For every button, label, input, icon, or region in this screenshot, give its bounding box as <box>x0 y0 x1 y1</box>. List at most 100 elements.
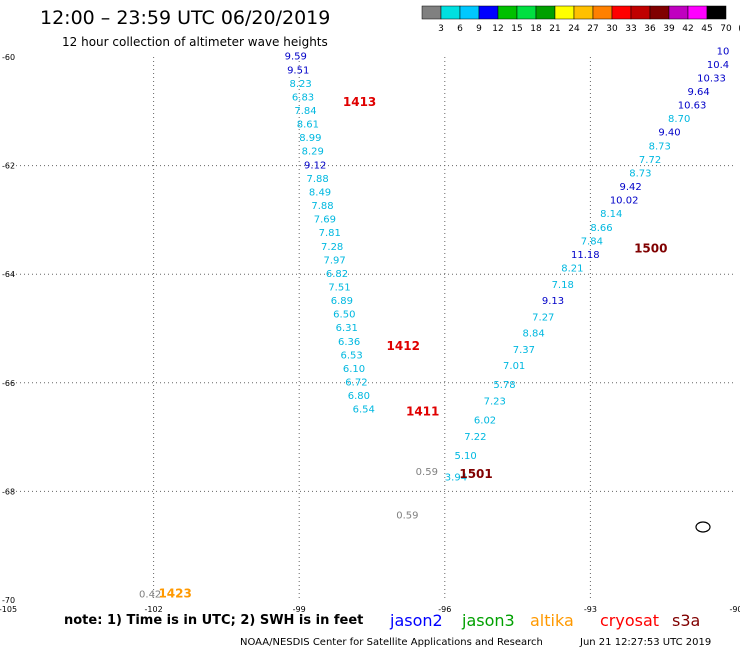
wave-height-label: 6.54 <box>353 405 375 416</box>
colorbar-label: 39 <box>663 24 675 34</box>
wave-height-label: 8.21 <box>561 263 583 274</box>
colorbar-swatch <box>459 5 480 20</box>
wave-height-label: 7.51 <box>328 282 350 293</box>
wave-height-label: 7.97 <box>323 255 345 266</box>
colorbar-label: 45 <box>701 24 712 34</box>
wave-height-label: 0.42 <box>139 589 161 600</box>
wave-height-label: 10.02 <box>610 196 639 207</box>
wave-height-label: 8.70 <box>668 114 690 125</box>
colorbar-label: 33 <box>625 24 636 34</box>
wave-height-label: 0.59 <box>396 511 418 522</box>
wave-height-label: 6.02 <box>474 416 496 427</box>
x-tick-label: -93 <box>584 605 597 614</box>
wave-height-label: 9.13 <box>542 296 564 307</box>
chart-subtitle: 12 hour collection of altimeter wave hei… <box>62 35 328 49</box>
wave-height-label: 6.31 <box>336 323 358 334</box>
wave-height-label: 7.23 <box>484 397 506 408</box>
colorbar-swatch <box>478 5 499 20</box>
legend-altika: altika <box>530 611 574 630</box>
wave-height-label: 7.18 <box>552 280 574 291</box>
wave-height-label: 8.49 <box>309 187 331 198</box>
colorbar-label: 18 <box>530 24 542 34</box>
wave-height-label: 7.01 <box>503 361 525 372</box>
wave-height-label: 8.29 <box>302 147 324 158</box>
wave-height-label: 0.59 <box>416 467 438 478</box>
satellite-legend: jason2 jason3 altika cryosat s3a <box>389 611 700 630</box>
colorbar-swatch <box>706 5 727 20</box>
colorbar-swatch <box>535 5 556 20</box>
wave-height-label: 7.69 <box>314 215 336 226</box>
wave-height-label: 8.14 <box>600 209 622 220</box>
pass-time-label: 1501 <box>459 467 492 481</box>
x-tick-label: -99 <box>293 605 306 614</box>
pass-time-label: 1411 <box>406 404 439 418</box>
wave-height-label: 11.18 <box>571 250 600 261</box>
x-tick-label: -90 <box>729 605 740 614</box>
wave-height-label: 9.40 <box>658 128 680 139</box>
wave-height-label: 5.10 <box>455 451 477 462</box>
y-tick-label: -66 <box>2 379 15 388</box>
wave-height-label: 7.37 <box>513 345 535 356</box>
wave-height-label: 8.99 <box>299 133 321 144</box>
colorbar-label: 36 <box>644 24 656 34</box>
colorbar-swatch <box>649 5 670 20</box>
y-tick-label: -68 <box>2 487 15 496</box>
wave-height-label: 10 <box>717 46 730 57</box>
wave-height-label: 8.73 <box>649 141 671 152</box>
y-tick-label: -62 <box>2 162 15 171</box>
wave-height-label: 6.72 <box>345 378 367 389</box>
legend-cryosat: cryosat <box>600 611 659 630</box>
wave-height-label: 9.12 <box>304 160 326 171</box>
colorbar-label: 70 <box>720 24 732 34</box>
wave-height-label: 7.22 <box>464 432 486 443</box>
colorbar-swatch <box>497 5 518 20</box>
footer-credit: NOAA/NESDIS Center for Satellite Applica… <box>240 637 543 648</box>
colorbar-label: 30 <box>606 24 618 34</box>
y-tick-labels: -60 -62 -64 -66 -68 -70 <box>2 53 15 605</box>
wave-height-label: 7.84 <box>294 106 316 117</box>
colorbar-label: (ft) <box>738 24 740 34</box>
wave-height-label: 7.84 <box>581 236 603 247</box>
footer-timestamp: Jun 21 12:27:53 UTC 2019 <box>579 637 711 648</box>
wave-height-label: 6.36 <box>338 337 360 348</box>
pass-time-label: 1500 <box>634 241 667 255</box>
colorbar-swatch <box>573 5 594 20</box>
colorbar-label: 6 <box>457 24 463 34</box>
colorbar-swatch <box>554 5 575 20</box>
wave-height-label: 8.73 <box>629 168 651 179</box>
colorbar-swatch <box>592 5 613 20</box>
wave-height-label: 9.51 <box>287 65 309 76</box>
island-outline <box>695 521 711 533</box>
legend-jason2: jason2 <box>389 611 443 630</box>
pass-time-labels: 1413 1412 1411 1501 1500 1423 <box>158 95 667 600</box>
wave-height-label: 8.61 <box>297 120 319 131</box>
wave-height-label: 7.81 <box>319 228 341 239</box>
map-grid <box>8 57 736 600</box>
wave-height-label: 10.33 <box>697 73 726 84</box>
wave-height-label: 7.27 <box>532 312 554 323</box>
colorbar-label: 21 <box>549 24 560 34</box>
wave-height-label: 6.82 <box>326 269 348 280</box>
colorbar-swatch <box>668 5 689 20</box>
wave-height-label: 6.80 <box>348 391 370 402</box>
x-tick-labels: -105 -102 -99 -96 -93 -90 <box>0 605 740 614</box>
wave-height-label: 8.84 <box>522 329 544 340</box>
wave-height-label: 8.23 <box>289 79 311 90</box>
wave-height-label: 7.88 <box>311 201 333 212</box>
y-tick-label: -64 <box>2 270 15 279</box>
colorbar-label: 24 <box>568 24 580 34</box>
y-tick-label: -60 <box>2 53 15 62</box>
wave-height-label: 7.72 <box>639 155 661 166</box>
wave-height-label: 9.59 <box>285 52 307 63</box>
x-tick-label: -96 <box>438 605 451 614</box>
pass-time-label: 1413 <box>343 95 376 109</box>
wave-height-label: 6.53 <box>340 350 362 361</box>
pass-time-label: 1412 <box>387 339 420 353</box>
legend-jason3: jason3 <box>461 611 515 630</box>
colorbar-swatch <box>630 5 651 20</box>
wave-height-label: 10.63 <box>678 101 707 112</box>
colorbar-swatch <box>687 5 708 20</box>
colorbar-label: 42 <box>682 24 693 34</box>
